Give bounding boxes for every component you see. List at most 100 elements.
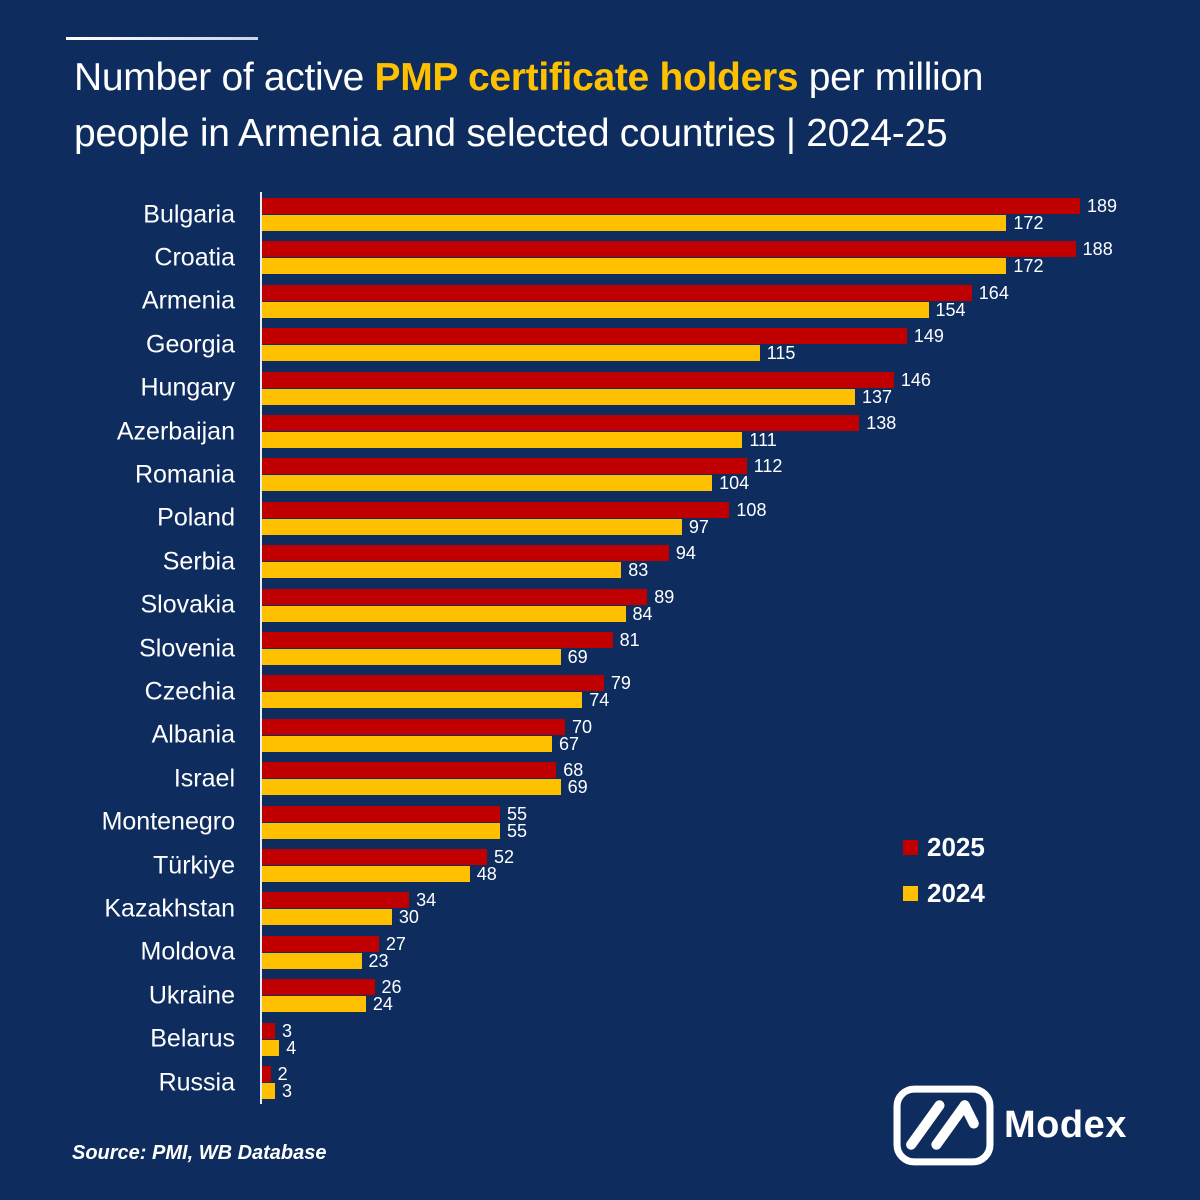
bar-line-2024: 97 xyxy=(262,516,709,537)
legend-label-2024: 2024 xyxy=(927,877,985,908)
bar-line-2025: 164 xyxy=(262,284,1009,302)
bar-line-2024: 4 xyxy=(262,1039,296,1057)
value-label-2025: 138 xyxy=(866,413,897,433)
value-label-2025: 68 xyxy=(563,760,584,781)
value-label-2024: 172 xyxy=(1013,213,1044,233)
country-label: Azerbaijan xyxy=(116,417,235,445)
value-label-2024: 67 xyxy=(558,733,579,754)
bar-line-2025: 27 xyxy=(262,933,406,954)
bar-group: Ukraine 26 24 xyxy=(149,978,1184,1015)
value-label-2025: 146 xyxy=(900,369,931,390)
bar-group: Romania 112 104 xyxy=(135,457,1184,492)
title-highlight-text: PMP certificate holders xyxy=(374,56,799,99)
bar-group: Albania 70 67 xyxy=(152,716,1184,754)
value-label-2025: 3 xyxy=(281,1020,292,1041)
value-label-2025: 188 xyxy=(1082,239,1113,260)
bar-group: Montenegro 55 55 xyxy=(102,803,1184,841)
bar-2025 xyxy=(262,805,501,822)
value-label-2025: 81 xyxy=(619,630,640,650)
country-label: Israel xyxy=(173,764,235,793)
value-label-2025: 149 xyxy=(913,326,944,347)
bar-2024 xyxy=(262,605,626,622)
bar-2024 xyxy=(262,345,760,362)
bar-line-2025: 79 xyxy=(262,674,631,692)
bar-line-2024: 69 xyxy=(262,777,588,798)
value-label-2024: 172 xyxy=(1013,256,1044,277)
legend-label-2025: 2025 xyxy=(927,831,985,862)
bar-2025 xyxy=(262,849,488,865)
value-label-2024: 23 xyxy=(368,950,389,971)
value-label-2025: 70 xyxy=(571,716,592,737)
bar-line-2025: 108 xyxy=(262,499,767,520)
country-label: Türkiye xyxy=(153,851,235,879)
bar-line-2024: 67 xyxy=(262,733,579,754)
bar-line-2024: 84 xyxy=(262,605,653,623)
bar-line-2025: 52 xyxy=(262,847,515,867)
value-label-2025: 34 xyxy=(416,890,437,911)
value-label-2024: 69 xyxy=(567,777,588,798)
modex-logo: Modex xyxy=(893,1085,1127,1166)
value-label-2024: 55 xyxy=(507,820,528,841)
country-label: Romania xyxy=(134,460,235,489)
title-text: Number of active xyxy=(74,56,375,99)
modex-m-icon xyxy=(893,1085,994,1166)
bar-2025 xyxy=(262,632,613,648)
value-label-2024: 83 xyxy=(628,560,649,581)
bar-group: Russia 2 3 xyxy=(159,1064,1184,1100)
title-text: per million xyxy=(798,56,984,99)
value-label-2024: 30 xyxy=(398,907,419,928)
country-label: Georgia xyxy=(146,330,235,359)
country-label: Ukraine xyxy=(148,981,235,1010)
title-line-1: Number of active PMP certificate holders… xyxy=(74,50,984,106)
bar-2025 xyxy=(262,718,565,735)
bar-line-2024: 137 xyxy=(262,388,892,406)
bar-line-2024: 83 xyxy=(262,560,649,581)
bar-line-2024: 3 xyxy=(262,1082,292,1100)
bar-line-2025: 146 xyxy=(262,369,931,390)
bar-line-2025: 188 xyxy=(262,239,1113,260)
bar-2025 xyxy=(262,371,894,388)
value-label-2025: 2 xyxy=(277,1064,288,1084)
country-label: Slovakia xyxy=(140,590,236,619)
value-label-2024: 24 xyxy=(372,994,393,1015)
bar-2024 xyxy=(262,822,501,839)
bar-line-2024: 55 xyxy=(262,820,528,841)
plot-area: Bulgaria 189 172 Croatia 188 172 Armenia 164 154… xyxy=(102,192,1184,1104)
value-label-2025: 189 xyxy=(1087,196,1118,216)
country-label: Montenegro xyxy=(101,807,235,836)
bar-2025 xyxy=(262,458,747,475)
value-label-2025: 108 xyxy=(736,499,767,520)
value-label-2024: 97 xyxy=(688,516,709,537)
country-label: Croatia xyxy=(154,243,235,272)
bar-2024 xyxy=(262,1083,275,1099)
bar-line-2024: 115 xyxy=(262,344,795,362)
country-label: Poland xyxy=(157,503,235,532)
bar-group: Moldova 27 23 xyxy=(141,933,1184,971)
bar-line-2025: 55 xyxy=(262,803,528,824)
country-label: Slovenia xyxy=(139,634,235,662)
value-label-2025: 27 xyxy=(385,933,406,954)
value-label-2024: 111 xyxy=(749,430,777,450)
country-label: Albania xyxy=(151,720,235,749)
bar-line-2024: 172 xyxy=(262,256,1044,277)
bar-line-2025: 2 xyxy=(262,1064,288,1084)
country-label: Serbia xyxy=(162,547,235,576)
bar-2024 xyxy=(262,1039,280,1056)
bar-2024 xyxy=(262,301,929,318)
bar-2024 xyxy=(262,475,713,492)
bar-group: Croatia 188 172 xyxy=(154,239,1184,277)
bar-line-2025: 68 xyxy=(262,760,584,781)
bar-line-2024: 30 xyxy=(262,907,419,928)
bar-2025 xyxy=(262,935,379,952)
bar-group: Slovakia 89 84 xyxy=(141,586,1184,623)
country-label: Armenia xyxy=(141,286,235,315)
bar-line-2025: 3 xyxy=(262,1020,292,1041)
value-label-2025: 52 xyxy=(494,847,515,867)
value-label-2025: 89 xyxy=(654,586,675,607)
bar-2024 xyxy=(262,909,392,926)
bar-group: Slovenia 81 69 xyxy=(139,630,1184,666)
value-label-2025: 55 xyxy=(507,803,528,824)
bar-line-2025: 138 xyxy=(262,413,897,433)
value-label-2024: 154 xyxy=(935,299,966,320)
bar-2025 xyxy=(262,1022,275,1039)
